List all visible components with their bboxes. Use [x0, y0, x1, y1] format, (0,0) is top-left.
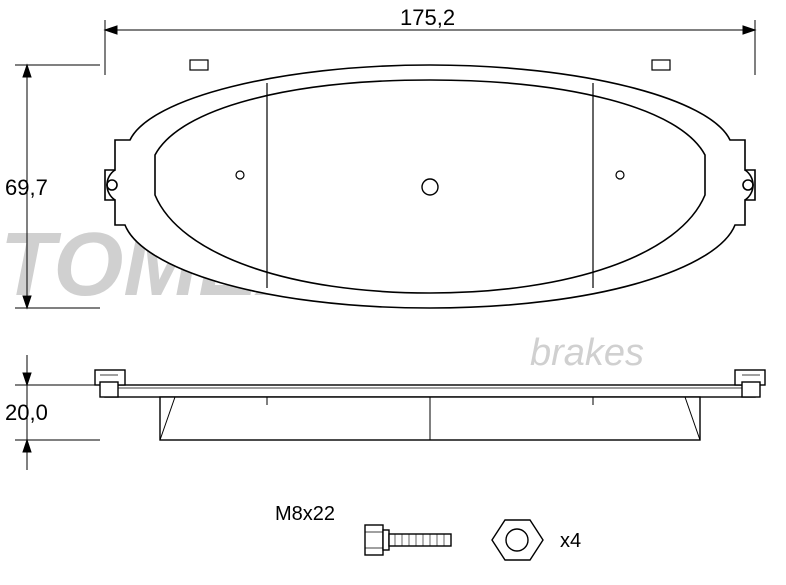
dim-thickness-label: 20,0 [5, 400, 48, 425]
bolt-icon [365, 525, 451, 555]
technical-drawing: TOMEX brakes 175,2 69,7 20,0 [0, 0, 786, 585]
side-backing [105, 385, 755, 397]
bolt-spec-label: M8x22 [275, 503, 335, 525]
accessory-bolt: M8x22 x4 [275, 503, 581, 560]
bolt-qty-label: x4 [560, 530, 581, 552]
dimension-thickness: 20,0 [5, 355, 100, 470]
friction-material [155, 80, 705, 293]
brake-pad-side [95, 370, 765, 440]
dim-height-label: 69,7 [5, 175, 48, 200]
diagram-root: { "dimensions": { "width_label": "175,2"… [0, 0, 786, 585]
dim-width-label: 175,2 [400, 5, 455, 30]
hex-nut-icon [492, 520, 543, 560]
brake-pad-face [105, 60, 755, 308]
watermark-sub: brakes [530, 332, 644, 374]
